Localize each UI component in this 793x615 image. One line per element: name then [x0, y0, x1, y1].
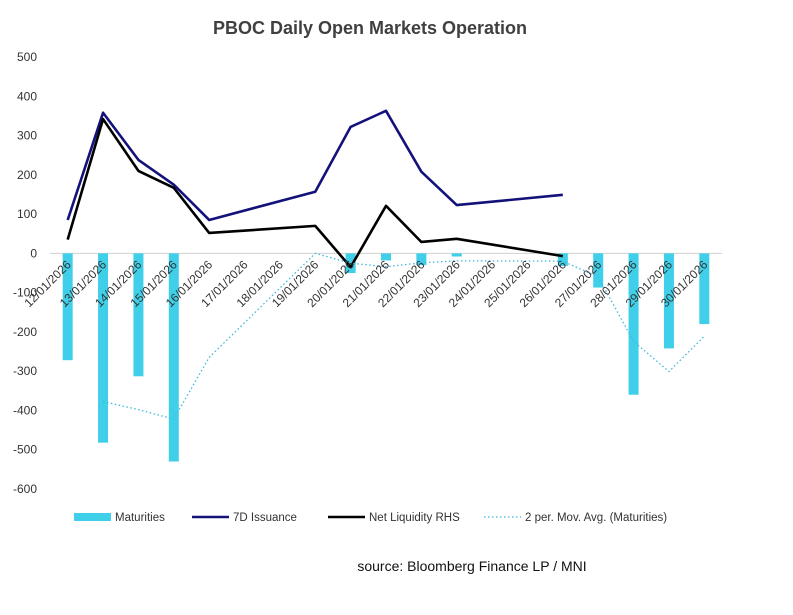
y-tick-label: 200: [17, 168, 37, 182]
y-tick-label: -500: [13, 443, 37, 457]
y-tick-label: 100: [17, 207, 37, 221]
legend: Maturities 7D Issuance Net Liquidity RHS 2 …: [74, 512, 667, 524]
net-liquidity-line: [66, 117, 564, 269]
maturities-bars: [62, 253, 710, 462]
maturities-bar: [451, 253, 462, 257]
y-tick-label: 300: [17, 129, 37, 143]
maturities-bar: [663, 253, 674, 349]
y-tick-label: 0: [30, 246, 37, 260]
issuance-line: [66, 109, 563, 222]
y-tick-label: 400: [17, 89, 37, 103]
y-tick-label: -400: [13, 403, 37, 417]
maturities-bar: [168, 253, 179, 462]
legend-label: 7D Issuance: [233, 512, 297, 524]
y-tick-label: -100: [13, 286, 37, 300]
y-tick-label: -200: [13, 325, 37, 339]
maturities-bar: [98, 253, 109, 443]
y-tick-label: -600: [13, 482, 37, 496]
legend-swatch: [74, 513, 111, 521]
maturities-bar: [62, 253, 73, 361]
maturities-bar: [593, 253, 604, 288]
legend-label: Maturities: [115, 512, 165, 524]
series-lines: [66, 109, 705, 420]
chart-title: PBOC Daily Open Markets Operation: [213, 18, 527, 38]
maturities-bar: [557, 253, 568, 266]
maturities-bar: [381, 253, 391, 261]
y-tick-label: 500: [17, 50, 37, 64]
maturities-bar: [133, 253, 144, 377]
legend-label: Net Liquidity RHS: [369, 512, 460, 524]
y-axis-ticks: 500 400 300 200 100 0 -100 -200 -300 -400 -500 -600: [13, 50, 37, 496]
source-note: source: Bloomberg Finance LP / MNI: [357, 558, 586, 574]
maturities-bar: [628, 253, 639, 395]
y-tick-label: -300: [13, 364, 37, 378]
maturities-bar: [416, 253, 427, 266]
moving-average-line: [102, 252, 705, 420]
legend-label: 2 per. Mov. Avg. (Maturities): [525, 512, 667, 524]
maturities-bar: [699, 253, 710, 325]
